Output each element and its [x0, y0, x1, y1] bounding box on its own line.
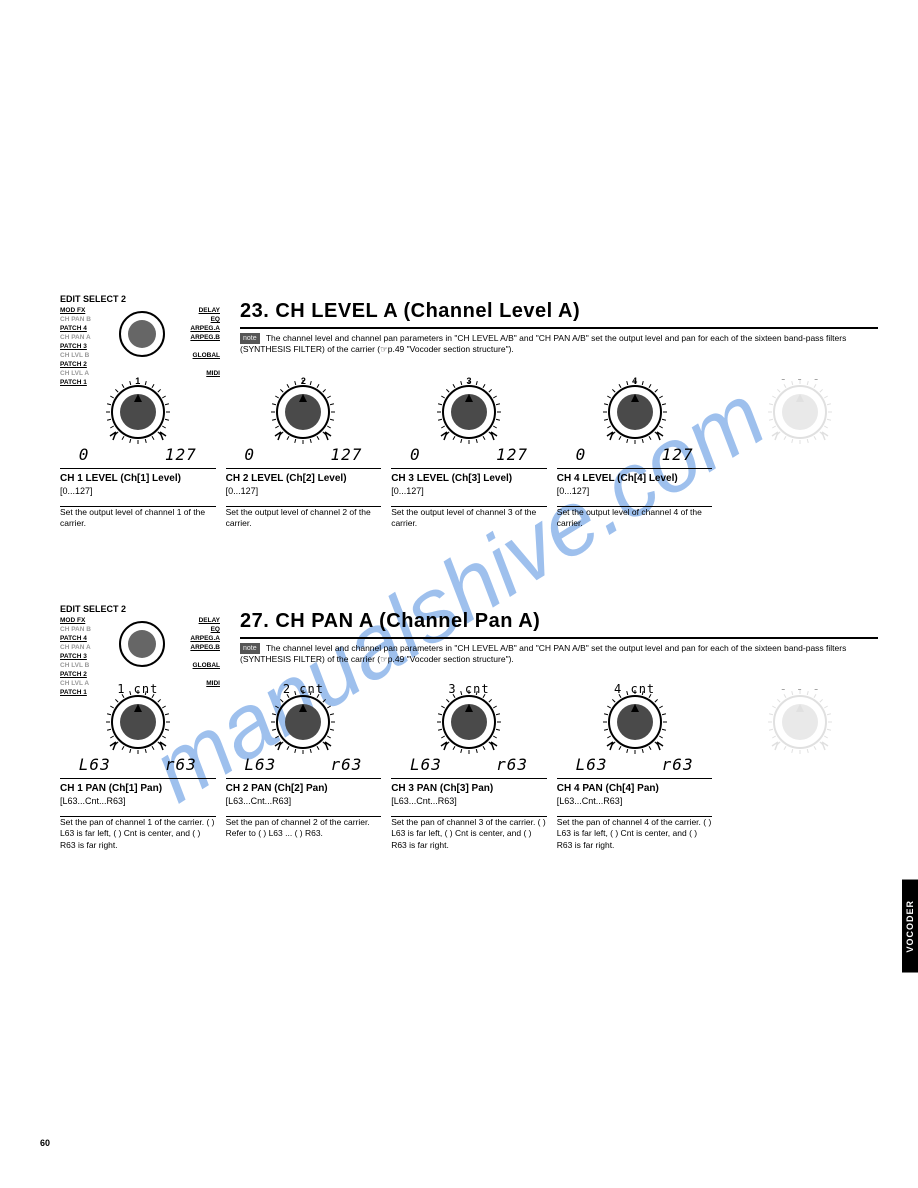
param-desc: Set the output level of channel 1 of the… [60, 507, 216, 530]
footer: 60 [40, 1138, 878, 1148]
knob-cell: 3 0127 [391, 368, 547, 468]
knob-cell: 3 cnt L63r63 [391, 678, 547, 778]
param-range: [L63...Cnt...R63] [226, 796, 382, 806]
section-title: 27. CH PAN A (Channel Pan A) [240, 610, 878, 633]
param-cell: CH 3 LEVEL (Ch[3] Level) [0...127] Set t… [391, 468, 547, 530]
param-range: [0...127] [557, 486, 713, 496]
note-warning: note The channel level and channel pan p… [240, 333, 878, 356]
page: EDIT SELECT 2 MOD FXDELAYCH PAN BEQPATCH… [0, 0, 918, 1188]
param-cell: CH 4 LEVEL (Ch[4] Level) [0...127] Set t… [557, 468, 713, 530]
param-range: [L63...Cnt...R63] [557, 796, 713, 806]
knob-cell: 2 cnt L63r63 [226, 678, 382, 778]
param-title: CH 3 PAN (Ch[3] Pan) [391, 783, 547, 794]
knob-cell-disabled: - - - [722, 368, 878, 468]
param-title: CH 4 LEVEL (Ch[4] Level) [557, 473, 713, 484]
param-desc: Set the pan of channel 1 of the carrier.… [60, 817, 216, 851]
param-desc: Set the output level of channel 2 of the… [226, 507, 382, 530]
note-text: The channel level and channel pan parame… [240, 333, 846, 354]
param-title: CH 1 LEVEL (Ch[1] Level) [60, 473, 216, 484]
param-title: CH 1 PAN (Ch[1] Pan) [60, 783, 216, 794]
param-desc: Set the pan of channel 4 of the carrier.… [557, 817, 713, 851]
knob-row-a: 1 01272 01273 01274 0127- - - [60, 368, 878, 468]
knob-cell-disabled: - - - [722, 678, 878, 778]
side-tab: VOCODER [902, 880, 918, 973]
param-title: CH 3 LEVEL (Ch[3] Level) [391, 473, 547, 484]
knob-row-b: 1 cnt L63r632 cnt L63r633 cnt L63r634 cn… [60, 678, 878, 778]
param-title: CH 2 PAN (Ch[2] Pan) [226, 783, 382, 794]
edit-select-knob-icon [112, 304, 172, 366]
section-ch-level-a: EDIT SELECT 2 MOD FXDELAYCH PAN BEQPATCH… [60, 300, 878, 530]
param-desc: Set the output level of channel 4 of the… [557, 507, 713, 530]
section-ch-pan-a: EDIT SELECT 2 MOD FXDELAYCH PAN BEQPATCH… [60, 610, 878, 851]
edit-select-title: EDIT SELECT 2 [60, 604, 220, 614]
param-cell: CH 3 PAN (Ch[3] Pan) [L63...Cnt...R63] S… [391, 778, 547, 851]
edit-select-knob-icon [112, 614, 172, 676]
knob-cell: 4 cnt L63r63 [557, 678, 713, 778]
note-icon: note [240, 643, 260, 654]
knob-cell: 1 0127 [60, 368, 216, 468]
param-desc: Set the pan of channel 3 of the carrier.… [391, 817, 547, 851]
note-text: The channel level and channel pan parame… [240, 643, 846, 664]
param-cell: CH 2 LEVEL (Ch[2] Level) [0...127] Set t… [226, 468, 382, 530]
section-title: 23. CH LEVEL A (Channel Level A) [240, 300, 878, 323]
param-cell: CH 4 PAN (Ch[4] Pan) [L63...Cnt...R63] S… [557, 778, 713, 851]
param-title: CH 2 LEVEL (Ch[2] Level) [226, 473, 382, 484]
knob-cell: 2 0127 [226, 368, 382, 468]
param-cell: CH 1 LEVEL (Ch[1] Level) [0...127] Set t… [60, 468, 216, 530]
param-row-a: CH 1 LEVEL (Ch[1] Level) [0...127] Set t… [60, 468, 878, 530]
knob-cell: 1 cnt L63r63 [60, 678, 216, 778]
param-range: [0...127] [391, 486, 547, 496]
param-desc: Set the pan of channel 2 of the carrier.… [226, 817, 382, 840]
param-cell: CH 2 PAN (Ch[2] Pan) [L63...Cnt...R63] S… [226, 778, 382, 851]
note-icon: note [240, 333, 260, 344]
knob-cell: 4 0127 [557, 368, 713, 468]
param-desc: Set the output level of channel 3 of the… [391, 507, 547, 530]
param-range: [L63...Cnt...R63] [60, 796, 216, 806]
page-number: 60 [40, 1138, 50, 1148]
param-cell: CH 1 PAN (Ch[1] Pan) [L63...Cnt...R63] S… [60, 778, 216, 851]
param-range: [L63...Cnt...R63] [391, 796, 547, 806]
edit-select-title: EDIT SELECT 2 [60, 294, 220, 304]
note-warning: note The channel level and channel pan p… [240, 643, 878, 666]
param-title: CH 4 PAN (Ch[4] Pan) [557, 783, 713, 794]
param-row-b: CH 1 PAN (Ch[1] Pan) [L63...Cnt...R63] S… [60, 778, 878, 851]
param-range: [0...127] [60, 486, 216, 496]
param-range: [0...127] [226, 486, 382, 496]
